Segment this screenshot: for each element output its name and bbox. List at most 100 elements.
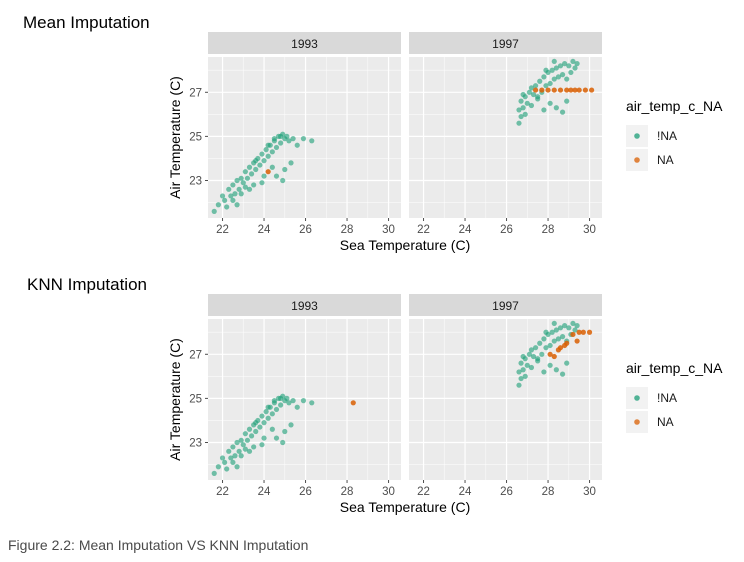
data-point	[545, 87, 551, 93]
data-point	[238, 453, 244, 459]
data-point	[253, 166, 259, 173]
series-na	[350, 400, 356, 406]
data-point	[559, 334, 566, 340]
data-point	[261, 420, 267, 426]
x-tick-label: 26	[500, 224, 513, 236]
data-point	[230, 459, 236, 465]
x-tick-label: 22	[216, 486, 229, 498]
data-point	[559, 371, 566, 377]
data-point	[528, 85, 535, 91]
panel-background	[409, 319, 602, 480]
data-point	[294, 404, 300, 410]
data-point	[557, 63, 564, 69]
data-point	[535, 356, 541, 362]
series-na	[265, 169, 271, 175]
data-point	[238, 191, 244, 197]
data-point	[300, 398, 307, 404]
facet-strip	[208, 294, 401, 316]
legend-entry-label: NA	[657, 415, 674, 429]
data-point	[240, 442, 246, 448]
data-point	[518, 113, 524, 120]
x-tick-label: 26	[299, 224, 312, 236]
data-point	[549, 67, 555, 73]
data-point	[543, 329, 549, 335]
data-point	[222, 197, 228, 203]
data-point	[246, 426, 253, 432]
data-point	[566, 325, 572, 331]
y-axis-title: Air Temperature (C)	[167, 76, 183, 199]
data-point	[265, 169, 271, 175]
data-point	[248, 433, 255, 439]
data-point	[278, 133, 284, 139]
x-tick-label: 24	[258, 224, 271, 236]
data-point	[586, 329, 593, 335]
data-point	[257, 424, 263, 430]
data-point	[582, 87, 588, 93]
panel-background	[409, 57, 602, 218]
data-point	[234, 202, 240, 208]
data-point	[259, 151, 265, 157]
data-point	[265, 415, 271, 421]
data-point	[518, 375, 524, 382]
data-point	[526, 351, 532, 357]
data-point	[564, 76, 570, 82]
data-point	[246, 186, 253, 192]
data-point	[232, 453, 238, 459]
data-point	[284, 395, 290, 401]
data-point	[520, 91, 526, 98]
legend-key-point	[634, 419, 640, 425]
data-point	[516, 120, 522, 126]
data-point	[532, 83, 539, 89]
data-point	[244, 175, 251, 181]
legend-title: air_temp_c_NA	[626, 360, 723, 376]
data-point	[269, 426, 275, 432]
data-point	[259, 442, 265, 448]
data-point	[309, 400, 315, 406]
y-tick-label: 25	[189, 131, 202, 143]
legend-key-point	[634, 133, 640, 139]
data-point	[524, 362, 530, 368]
x-tick-label: 28	[341, 224, 354, 236]
data-point	[288, 422, 294, 428]
legend-title: air_temp_c_NA	[626, 98, 723, 114]
data-point	[224, 466, 230, 472]
data-point	[568, 87, 574, 93]
data-point	[278, 395, 284, 401]
facet-panel-1997: 1997 22 24 26 28 30	[409, 294, 602, 498]
data-point	[238, 437, 244, 443]
data-point	[539, 87, 545, 93]
x-tick-label: 24	[258, 486, 271, 498]
y-tick-label: 23	[189, 176, 202, 188]
data-point	[219, 455, 226, 461]
x-tick-label: 26	[500, 486, 513, 498]
data-point	[541, 369, 547, 375]
data-point	[211, 470, 217, 476]
x-tick-label: 28	[341, 486, 354, 498]
data-point	[263, 147, 269, 153]
data-point	[520, 105, 526, 111]
data-point	[273, 435, 280, 441]
facet-panel-1993: 1993 22 24 26 28 30 23 25 27	[189, 294, 401, 498]
data-point	[263, 409, 269, 415]
data-point	[564, 87, 570, 93]
data-point	[551, 87, 557, 93]
data-point	[253, 420, 259, 426]
data-point	[261, 435, 267, 441]
data-point	[253, 158, 259, 164]
data-point	[236, 186, 242, 192]
data-point	[547, 100, 553, 106]
data-point	[555, 347, 562, 353]
series-not-na	[211, 131, 315, 214]
y-axis-title: Air Temperature (C)	[167, 338, 183, 461]
data-point	[562, 342, 568, 349]
data-point	[555, 336, 562, 342]
data-point	[528, 364, 535, 371]
data-point	[230, 444, 236, 450]
data-point	[269, 149, 275, 155]
x-tick-label: 22	[417, 224, 430, 236]
x-tick-label: 24	[459, 224, 472, 236]
data-point	[559, 72, 566, 78]
data-point	[572, 65, 578, 71]
data-point	[570, 320, 576, 327]
facet-panel-1997: 1997 22 24 26 28 30	[409, 32, 602, 236]
